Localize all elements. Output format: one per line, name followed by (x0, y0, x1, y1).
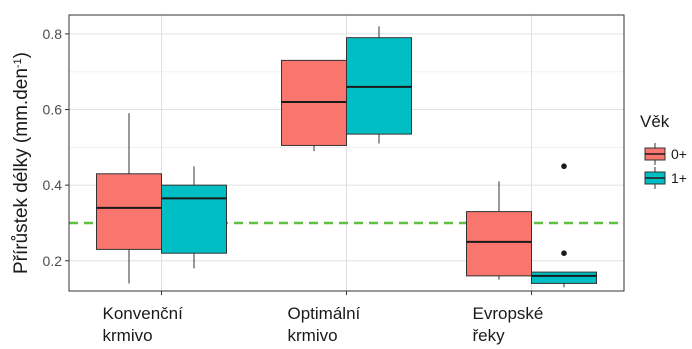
axis-layer: 0.2 0.4 0.6 0.8 Konvenční krmivo Optimální krmi… (43, 14, 625, 345)
x-category-line: krmivo (103, 326, 153, 345)
box-body (161, 184, 227, 254)
box-1+-1 (346, 26, 412, 144)
y-tick-label: 0.8 (43, 26, 63, 42)
box-body (96, 173, 162, 250)
x-category-label: Konvenční krmivo (103, 304, 184, 345)
legend-key-0+ (644, 143, 666, 165)
outlier-point (561, 250, 567, 256)
x-category-line: Konvenční (103, 304, 184, 323)
box-0+-0 (96, 113, 162, 284)
x-category-line: krmivo (288, 326, 338, 345)
x-category-line: Evropské (473, 304, 544, 323)
box-body (466, 211, 532, 277)
x-category-line: Optimální (288, 304, 361, 323)
box-1+-0 (161, 166, 227, 269)
outlier-point (561, 163, 567, 170)
box-layer (96, 26, 597, 288)
legend-title: Věk (640, 112, 670, 131)
box-0+-1 (281, 59, 347, 152)
y-tick-label: 0.6 (43, 102, 63, 118)
box-body (531, 271, 597, 284)
legend-key-1+ (644, 167, 666, 189)
y-axis-label: Přírůstek délky (mm.den-1) (11, 52, 32, 274)
legend: Věk 0+ 1+ (640, 112, 687, 189)
x-category-label: Optimální krmivo (288, 304, 361, 345)
x-category-line: řeky (473, 326, 506, 345)
y-tick-label: 0.4 (43, 177, 63, 193)
box-1+-2 (531, 163, 597, 288)
y-tick-label: 0.2 (43, 253, 63, 269)
x-category-label: Evropské řeky (473, 304, 544, 345)
legend-label: 1+ (671, 170, 687, 186)
legend-label: 0+ (671, 146, 687, 162)
box-0+-2 (466, 181, 532, 280)
